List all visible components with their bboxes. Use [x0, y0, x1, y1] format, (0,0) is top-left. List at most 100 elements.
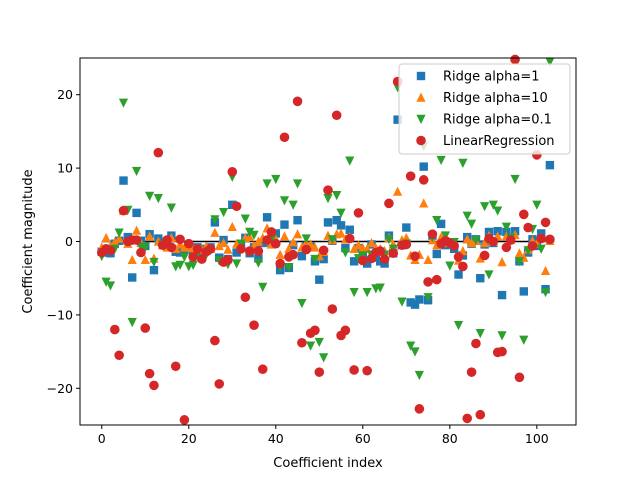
data-point [362, 287, 372, 298]
data-point [406, 341, 416, 351]
data-point [105, 245, 116, 256]
data-point [223, 244, 233, 254]
data-point [210, 335, 220, 346]
data-point [280, 220, 289, 229]
data-point [175, 260, 185, 270]
data-point [454, 270, 463, 279]
data-point [279, 132, 290, 143]
data-point [140, 243, 150, 253]
data-point [471, 235, 481, 246]
data-point [410, 300, 420, 309]
data-point [405, 171, 416, 181]
data-point [119, 176, 128, 185]
x-tick-label: 0 [98, 431, 106, 446]
data-point [475, 253, 485, 263]
data-point [423, 277, 433, 287]
data-point [149, 380, 159, 391]
data-point [131, 225, 142, 235]
data-point [179, 252, 190, 262]
data-point [401, 239, 412, 250]
data-point [266, 227, 277, 237]
data-point [341, 243, 350, 253]
data-point [258, 282, 268, 293]
data-point [170, 361, 181, 372]
data-point [114, 233, 124, 243]
data-point [471, 338, 481, 349]
data-point [327, 235, 337, 245]
data-point [514, 257, 525, 267]
data-point [319, 353, 329, 363]
data-point [240, 214, 250, 224]
data-point [362, 365, 372, 376]
data-point [332, 216, 341, 225]
data-point [423, 254, 433, 265]
legend-box [398, 63, 571, 155]
data-point [275, 258, 285, 269]
data-point [458, 261, 468, 272]
data-point [323, 218, 333, 227]
data-point [253, 258, 263, 268]
data-point [232, 259, 242, 269]
data-point [275, 249, 285, 259]
data-point [227, 221, 237, 232]
data-point [336, 221, 346, 230]
data-point [236, 244, 246, 254]
data-point [140, 323, 151, 333]
data-point [254, 254, 263, 263]
data-point [179, 415, 190, 425]
data-point [536, 233, 546, 244]
data-point [332, 191, 342, 201]
data-point [475, 329, 485, 339]
data-point [453, 252, 464, 262]
data-point [258, 238, 267, 248]
data-point [523, 222, 533, 233]
data-point [497, 257, 507, 267]
data-point [305, 341, 316, 351]
x-axis-label: Coefficient index [273, 456, 383, 471]
data-point [510, 54, 520, 65]
data-point [149, 265, 159, 275]
data-point [353, 208, 364, 218]
data-point [183, 238, 194, 249]
x-tick-label: 40 [268, 431, 284, 446]
data-point [301, 244, 312, 255]
y-tick-label: −20 [47, 381, 73, 396]
legend-label: Ridge alpha=10 [443, 91, 548, 106]
data-point [279, 196, 290, 206]
data-point [445, 261, 455, 271]
data-point [166, 242, 177, 253]
data-point [297, 298, 307, 309]
legend-label: LinearRegression [443, 134, 555, 149]
data-point [545, 57, 555, 67]
data-point [101, 277, 111, 287]
data-point [402, 223, 411, 232]
data-point [249, 230, 259, 240]
data-point [436, 219, 446, 229]
data-point [419, 162, 428, 171]
data-point [114, 350, 124, 361]
data-point [128, 273, 137, 282]
data-point [118, 205, 129, 216]
data-point [349, 365, 359, 375]
data-point [162, 235, 172, 245]
data-point [540, 217, 551, 228]
data-point [345, 225, 354, 234]
data-point [536, 244, 546, 254]
x-tick-label: 80 [442, 431, 458, 446]
data-point [418, 175, 429, 185]
data-point [493, 206, 503, 216]
data-point [327, 304, 338, 314]
data-point [153, 147, 164, 158]
data-point [153, 193, 163, 204]
data-point [323, 185, 333, 195]
data-point [432, 249, 441, 259]
data-point [262, 213, 272, 222]
legend: Ridge alpha=1 Ridge alpha=10 Ridge alpha=0… [398, 63, 571, 155]
data-point [501, 242, 512, 253]
data-point [210, 215, 220, 225]
data-point [423, 293, 433, 303]
data-point [431, 274, 442, 285]
data-point [214, 379, 225, 389]
data-point [518, 209, 529, 220]
